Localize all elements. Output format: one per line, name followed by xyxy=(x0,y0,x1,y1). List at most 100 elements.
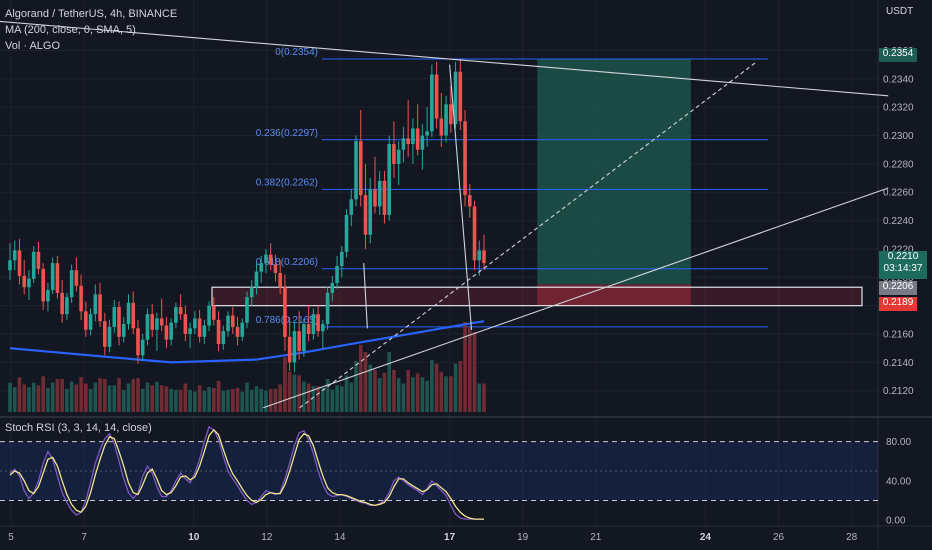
candle-body xyxy=(335,265,339,283)
time-tick: 28 xyxy=(846,532,858,543)
candle-body xyxy=(226,315,230,332)
volume-bar xyxy=(472,332,477,412)
candle-body xyxy=(50,263,55,291)
candle-body xyxy=(330,282,335,293)
position-zones xyxy=(537,58,691,306)
candle-body xyxy=(169,322,173,340)
volume-bar xyxy=(453,363,458,412)
candle-body xyxy=(453,71,458,125)
candle-body xyxy=(46,290,50,302)
stoch-rsi-legend[interactable]: Stoch RSI (3, 3, 14, 14, close) xyxy=(5,422,152,434)
candle-body xyxy=(178,307,183,315)
bar-countdown: 03:14:37 xyxy=(883,262,923,274)
candle-body xyxy=(358,141,363,196)
candle-body xyxy=(482,250,486,264)
volume-bar xyxy=(406,370,410,412)
volume-bar xyxy=(55,379,60,412)
volume-bar xyxy=(382,372,387,412)
candle-body xyxy=(197,318,202,337)
candle-body xyxy=(368,189,373,235)
candle-body xyxy=(121,324,126,337)
time-tick: 7 xyxy=(81,532,87,543)
rsi-tick: 40.00 xyxy=(886,476,911,487)
volume-bar xyxy=(226,389,230,412)
candle-body xyxy=(36,251,41,269)
candle-body xyxy=(363,195,368,235)
last-price-value: 0.2210 xyxy=(887,251,919,262)
volume-bar xyxy=(131,379,136,412)
candle-body xyxy=(159,318,164,326)
price-tick: 0.2160 xyxy=(883,330,914,341)
candle-body xyxy=(55,263,60,293)
volume-bar xyxy=(169,388,173,412)
stoch-rsi-pane xyxy=(0,425,878,520)
candle-body xyxy=(415,128,420,150)
volume-bar xyxy=(240,391,245,412)
candle-body xyxy=(382,180,387,215)
price-tick: 0.2280 xyxy=(883,159,914,170)
candle-body xyxy=(439,118,444,136)
volume-bar xyxy=(126,383,131,412)
candle-body xyxy=(212,305,216,320)
time-tick: 17 xyxy=(444,532,456,543)
trendlines xyxy=(0,20,889,409)
trendline xyxy=(363,263,368,329)
volume-bar xyxy=(463,322,467,412)
rsi-tick: 80.00 xyxy=(886,437,911,448)
volume-bar xyxy=(387,352,391,412)
candle-body xyxy=(41,268,45,302)
candle-body xyxy=(411,128,415,145)
trendline xyxy=(263,187,889,409)
volume-bar xyxy=(93,382,98,412)
candle-body xyxy=(283,287,287,337)
candle-body xyxy=(340,251,344,266)
candle-body xyxy=(254,271,259,288)
volume-bar xyxy=(136,378,140,412)
volume-bar xyxy=(117,378,121,412)
candle-body xyxy=(174,307,178,323)
volume-bar xyxy=(311,386,316,412)
candle-body xyxy=(74,270,79,286)
candle-body xyxy=(126,302,131,325)
volume-bar xyxy=(349,382,354,412)
candle-body xyxy=(430,74,434,132)
candle-body xyxy=(84,311,88,330)
volume-bar xyxy=(12,387,17,412)
candle-body xyxy=(249,287,254,298)
trendline xyxy=(299,61,757,409)
low-price-tag: 0.2189 xyxy=(879,297,917,311)
candle-body xyxy=(377,180,382,207)
candle-body xyxy=(112,307,117,327)
volume-bar xyxy=(430,360,434,412)
volume-bar xyxy=(444,376,448,412)
candle-body xyxy=(392,144,396,164)
candle-body xyxy=(278,273,282,288)
symbol-legend[interactable]: Algorand / TetherUS, 4h, BINANCE xyxy=(5,8,178,20)
candle-body xyxy=(316,314,320,332)
volume-bar xyxy=(396,378,401,412)
candle-body xyxy=(387,144,391,215)
volume-bar xyxy=(325,379,330,412)
volume-bar xyxy=(297,375,301,412)
candle-body xyxy=(65,297,69,315)
volume-bar xyxy=(377,378,382,412)
stoch-rsi-d-line xyxy=(9,428,484,520)
volume-bar xyxy=(302,381,306,412)
target-zone xyxy=(537,58,691,285)
stoch-rsi-k-line xyxy=(9,425,484,520)
volume-bar xyxy=(273,388,278,412)
candle-body xyxy=(103,321,107,347)
volume-bar xyxy=(344,375,349,412)
candle-body xyxy=(216,319,221,344)
volume-legend[interactable]: Vol · ALGO xyxy=(5,40,61,52)
price-tick: 0.2300 xyxy=(883,131,914,142)
candle-body xyxy=(136,328,140,356)
candle-body xyxy=(373,189,377,207)
volume-bar xyxy=(140,388,145,412)
time-tick: 5 xyxy=(8,532,14,543)
ma-legend[interactable]: MA (200, close, 0, SMA, 5) xyxy=(5,24,136,36)
candle-body xyxy=(449,104,453,125)
volume-bar xyxy=(183,383,188,412)
support-zone xyxy=(211,286,863,307)
